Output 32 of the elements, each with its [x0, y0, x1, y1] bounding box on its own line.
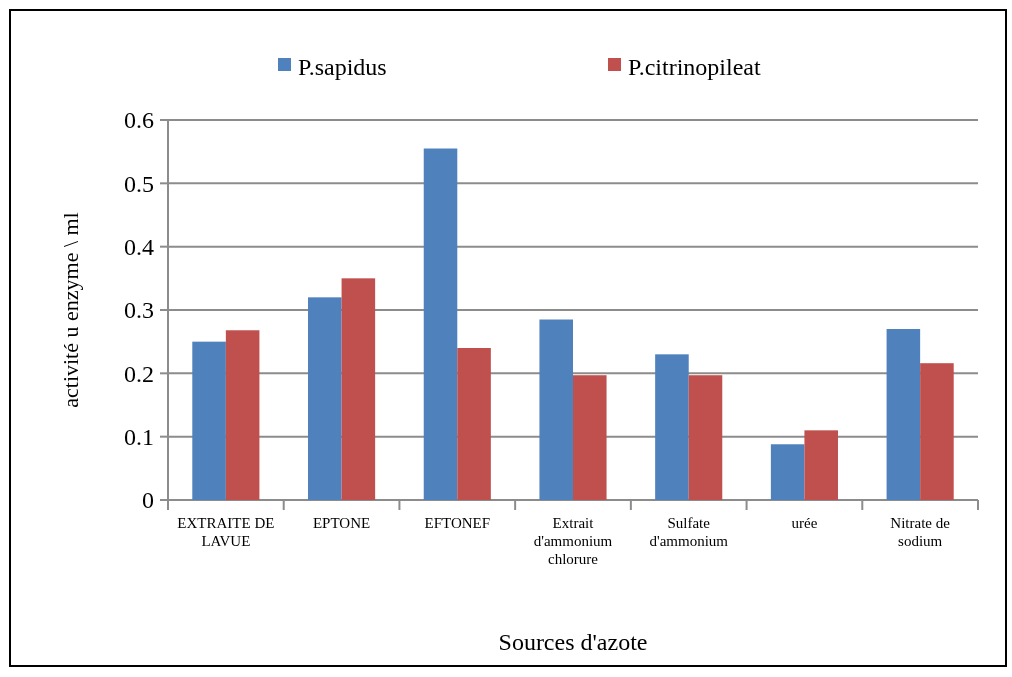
y-tick-label: 0.2: [124, 360, 154, 387]
x-tick-label: EPTONE: [312, 515, 371, 531]
bar: [192, 341, 226, 500]
bar: [886, 329, 921, 500]
bar: [457, 348, 491, 500]
y-tick-label: 0: [142, 487, 154, 514]
y-tick-label: 0.4: [124, 234, 154, 261]
bar: [920, 363, 954, 500]
legend-label: P.sapidus: [298, 54, 387, 81]
bar: [573, 375, 607, 500]
y-tick-label: 0.6: [124, 107, 154, 134]
legend-label: P.citrinopileat: [628, 54, 761, 81]
y-tick-label: 0.1: [124, 424, 154, 451]
x-tick-label: urée: [791, 515, 818, 531]
bar: [688, 375, 723, 500]
y-tick-label: 0.5: [124, 170, 154, 197]
x-tick-label: Nitrate de sodium: [890, 515, 951, 549]
bar: [308, 297, 342, 500]
x-tick-label: Sulfate d'ammonium: [649, 515, 729, 549]
x-tick-label: Extrait d'ammonium chlorure: [533, 515, 613, 567]
bar: [770, 444, 805, 500]
y-tick-label: 0.3: [124, 297, 154, 324]
x-tick-label: EXTRAITE DE LAVUE: [177, 515, 275, 549]
bar: [423, 148, 458, 500]
bar: [341, 278, 376, 500]
y-axis-title: activité u enzyme \ ml: [58, 212, 83, 408]
bar: [225, 330, 260, 500]
bar: [655, 354, 689, 500]
bar: [804, 430, 838, 500]
x-tick-label: EFTONEF: [424, 515, 491, 531]
bar: [539, 319, 573, 500]
x-axis-title: Sources d'azote: [498, 629, 648, 655]
